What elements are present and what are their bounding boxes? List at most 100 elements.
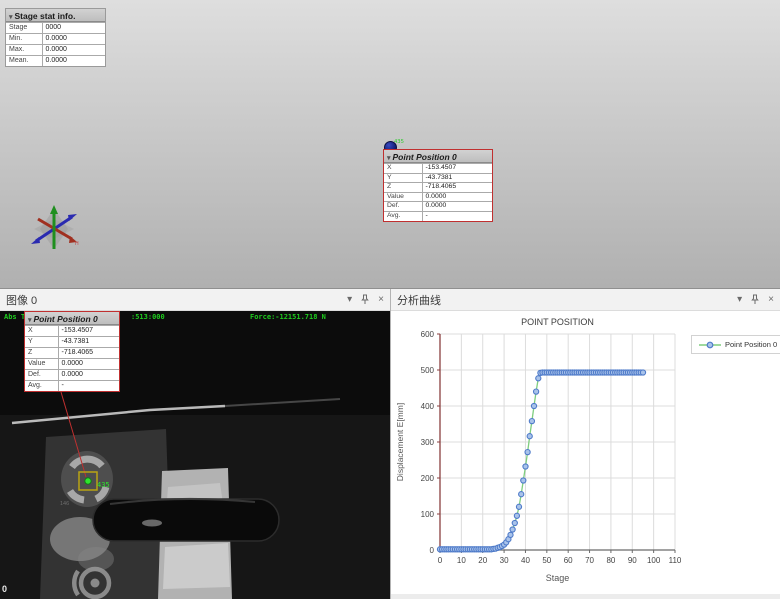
svg-text:30: 30 xyxy=(500,556,509,565)
image-panel-header: 图像 0 ▾ × xyxy=(0,289,390,311)
row-value: 0.0000 xyxy=(42,44,105,56)
target-id-label: 146 xyxy=(60,501,70,507)
chart-legend: Point Position 0 xyxy=(691,335,780,354)
row-value: -43.7381 xyxy=(422,172,492,183)
point-position-rows: X -153.4507 Y -43.7381 Z -718.4065 Value 0.0… xyxy=(25,325,119,391)
table-row: Def. 0.0000 xyxy=(384,201,492,212)
svg-text:H: H xyxy=(75,241,79,247)
menu-icon[interactable]: ▾ xyxy=(737,293,743,305)
pin-icon[interactable] xyxy=(361,294,369,305)
camera-scene xyxy=(0,311,390,599)
point-position-header[interactable]: ▾ Point Position 0 xyxy=(384,150,492,163)
row-label: Avg. xyxy=(25,380,59,391)
collapse-icon[interactable]: ▾ xyxy=(387,155,391,162)
viewport-3d[interactable]: ▾ Stage stat info. Stage 0000 Min. 0.0000 M… xyxy=(0,0,780,289)
row-value: 0.0000 xyxy=(42,33,105,45)
row-value: 0000 xyxy=(42,22,105,34)
row-value: -43.7381 xyxy=(58,336,119,348)
svg-text:40: 40 xyxy=(521,556,530,565)
svg-text:10: 10 xyxy=(457,556,466,565)
legend-marker-icon xyxy=(699,341,721,348)
collapse-icon[interactable]: ▾ xyxy=(28,317,32,324)
row-value: 0.0000 xyxy=(58,369,119,381)
image-panel: 图像 0 ▾ × xyxy=(0,289,390,599)
chart-panel-title: 分析曲线 xyxy=(397,294,441,307)
selected-point-marker[interactable] xyxy=(78,471,98,491)
row-value: 0.0000 xyxy=(42,55,105,66)
row-value: -718.4065 xyxy=(422,182,492,193)
svg-text:Stage: Stage xyxy=(546,573,570,583)
row-label: Max. xyxy=(6,44,43,56)
point-position-table-image[interactable]: ▾ Point Position 0 X -153.4507 Y -43.7381 Z… xyxy=(24,311,120,392)
axis-gizmo-icon: H xyxy=(31,205,79,249)
svg-text:70: 70 xyxy=(585,556,594,565)
stage-stat-header[interactable]: ▾ Stage stat info. xyxy=(6,9,105,22)
door-edge-highlight xyxy=(11,404,226,425)
chart-panel: 分析曲线 ▾ × 0 10 20 30 40 50 60 70 80 90 100 110 0 100 20… xyxy=(390,289,780,599)
svg-text:Displacement E[mm]: Displacement E[mm] xyxy=(395,403,405,481)
pin-icon[interactable] xyxy=(751,294,759,305)
row-label: Y xyxy=(384,172,423,183)
row-label: Value xyxy=(25,358,59,370)
close-icon[interactable]: × xyxy=(378,293,384,305)
table-row: Z -718.4065 xyxy=(384,182,492,193)
svg-text:300: 300 xyxy=(421,438,435,447)
row-value: - xyxy=(422,210,492,221)
row-label: X xyxy=(384,163,423,174)
menu-icon[interactable]: ▾ xyxy=(347,293,353,305)
table-row: Stage 0000 xyxy=(6,22,105,34)
svg-text:0: 0 xyxy=(438,556,443,565)
row-label: Stage xyxy=(6,22,43,34)
row-value: -153.4507 xyxy=(422,163,492,174)
timestamp-label: :513:000 xyxy=(131,313,165,321)
svg-text:80: 80 xyxy=(606,556,615,565)
table-row: Z -718.4065 xyxy=(25,347,119,359)
annotation-connector-line xyxy=(60,391,87,478)
svg-text:100: 100 xyxy=(421,510,435,519)
close-icon[interactable]: × xyxy=(768,293,774,305)
row-label: Z xyxy=(384,182,423,193)
table-row: Max. 0.0000 xyxy=(6,44,105,56)
svg-text:110: 110 xyxy=(669,556,682,565)
stage-stat-table[interactable]: ▾ Stage stat info. Stage 0000 Min. 0.0000 M… xyxy=(5,8,106,67)
row-value: 0.0000 xyxy=(58,358,119,370)
row-label: Avg. xyxy=(384,210,423,221)
legend-series-label: Point Position 0 xyxy=(725,340,778,349)
marker-id-label: 435 xyxy=(97,481,110,489)
collapse-icon[interactable]: ▾ xyxy=(9,14,13,21)
svg-text:90: 90 xyxy=(628,556,637,565)
chart-plot[interactable]: 0 10 20 30 40 50 60 70 80 90 100 110 0 100 200 300 400 50… xyxy=(391,311,780,594)
svg-text:500: 500 xyxy=(421,366,435,375)
table-row: X -153.4507 xyxy=(384,163,492,174)
row-value: 0.0000 xyxy=(422,191,492,202)
point-sphere-label: 435 xyxy=(394,139,404,145)
row-label: Min. xyxy=(6,33,43,45)
target-logo xyxy=(72,566,112,599)
chart-panel-header: 分析曲线 ▾ × xyxy=(391,289,780,311)
row-label: Def. xyxy=(25,369,59,381)
svg-text:100: 100 xyxy=(647,556,661,565)
table-row: Value 0.0000 xyxy=(25,358,119,370)
point-position-title: Point Position 0 xyxy=(33,314,98,324)
svg-text:600: 600 xyxy=(421,330,435,339)
point-position-table-viewport[interactable]: ▾ Point Position 0 X -153.4507 Y -43.7381 Z… xyxy=(383,149,493,222)
row-label: Value xyxy=(384,191,423,202)
table-row: Y -43.7381 xyxy=(384,172,492,183)
row-value: -153.4507 xyxy=(58,325,119,337)
row-label: Y xyxy=(25,336,59,348)
row-value: 0.0000 xyxy=(422,201,492,212)
table-row: Mean. 0.0000 xyxy=(6,55,105,66)
table-row: Avg. - xyxy=(384,210,492,221)
force-readout: Force:-12151.718 N xyxy=(250,313,326,321)
svg-text:60: 60 xyxy=(564,556,573,565)
frame-counter: 0 xyxy=(2,584,8,594)
row-label: Z xyxy=(25,347,59,359)
point-position-header[interactable]: ▾ Point Position 0 xyxy=(25,312,119,325)
camera-image[interactable]: Abs T :513:000 Force:-12151.718 N 435 14… xyxy=(0,311,390,599)
table-row: Avg. - xyxy=(25,380,119,391)
table-row: X -153.4507 xyxy=(25,325,119,337)
svg-text:POINT POSITION: POINT POSITION xyxy=(521,317,594,327)
row-label: Mean. xyxy=(6,55,43,66)
analysis-chart[interactable]: 0 10 20 30 40 50 60 70 80 90 100 110 0 100 200 300 400 50… xyxy=(391,311,780,599)
